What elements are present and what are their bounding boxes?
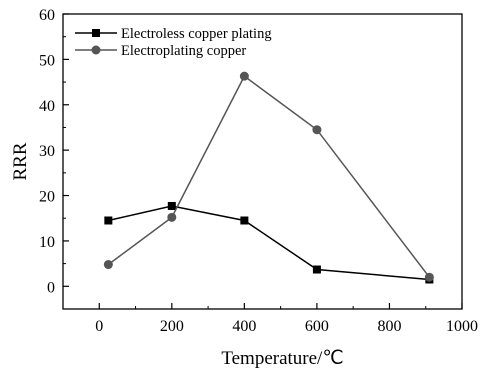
y-tick-label-0: 0 <box>47 279 55 296</box>
plot-area: 0 200 400 600 800 1000 0 10 20 30 40 50 60 Temperatur… <box>10 7 478 369</box>
y-tick-label-10: 10 <box>39 234 55 251</box>
series-1-point-3 <box>312 125 322 135</box>
plot-frame <box>62 13 463 310</box>
legend-label-0: Electroless copper plating <box>121 26 272 42</box>
x-tick-label-0: 0 <box>95 318 103 335</box>
legend-label-1: Electroplating copper <box>121 43 246 59</box>
x-axis-title: Temperature/℃ <box>221 348 343 369</box>
y-tick-label-30: 30 <box>39 143 55 160</box>
legend: Electroless copper platingElectroplating… <box>75 26 272 59</box>
series-1-point-2 <box>239 71 249 81</box>
series-0-point-0 <box>104 216 113 225</box>
series-1-point-0 <box>103 260 113 270</box>
series-0-point-1 <box>167 201 176 210</box>
x-tick-label-800: 800 <box>377 318 401 335</box>
series-1-point-4 <box>424 272 434 282</box>
x-tick-label-1000: 1000 <box>446 318 478 335</box>
x-tick-label-600: 600 <box>305 318 329 335</box>
series-line-0 <box>108 205 430 281</box>
series-1-point-1 <box>167 212 177 222</box>
series-0-point-3 <box>312 265 321 274</box>
legend-marker-0 <box>92 29 100 37</box>
y-tick-label-40: 40 <box>39 98 55 115</box>
y-tick-label-50: 50 <box>39 52 55 69</box>
y-tick-label-20: 20 <box>39 189 55 206</box>
x-tick-label-200: 200 <box>160 318 184 335</box>
series-0-point-2 <box>240 216 249 225</box>
series-line-1 <box>107 75 430 278</box>
y-tick-label-60: 60 <box>39 7 55 24</box>
x-tick-label-400: 400 <box>232 318 256 335</box>
legend-marker-1 <box>91 45 101 55</box>
y-axis-title: RRR <box>10 142 31 180</box>
